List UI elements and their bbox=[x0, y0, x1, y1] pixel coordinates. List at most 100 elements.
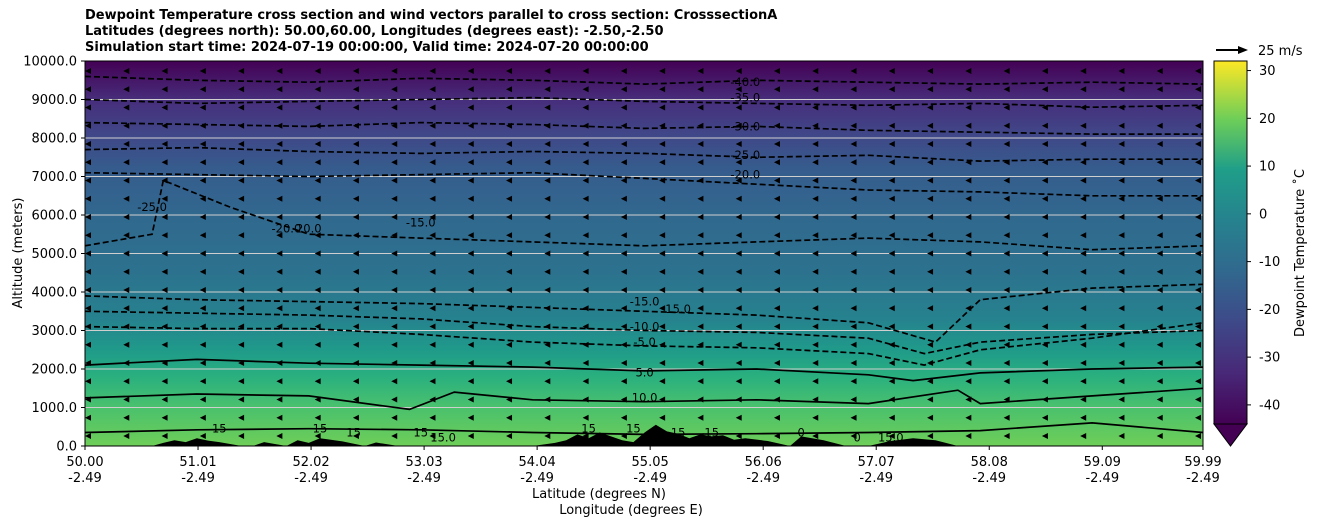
wind-vector bbox=[238, 177, 245, 184]
wind-vector bbox=[467, 195, 474, 202]
wind-vector bbox=[965, 177, 972, 184]
wind-vector bbox=[314, 250, 321, 257]
wind-vector bbox=[1118, 86, 1125, 93]
wind-vector bbox=[773, 177, 780, 184]
wind-vector bbox=[620, 287, 627, 293]
wind-vector bbox=[1003, 214, 1010, 220]
wind-vector bbox=[467, 433, 474, 439]
wind-vector bbox=[850, 159, 857, 166]
contour-line bbox=[85, 387, 1203, 411]
wind-vector bbox=[123, 177, 130, 184]
wind-vector bbox=[1195, 177, 1201, 184]
wind-vector bbox=[927, 268, 934, 275]
wind-vector bbox=[123, 214, 130, 220]
wind-vector bbox=[850, 287, 857, 293]
wind-vector bbox=[927, 378, 934, 385]
wind-vector bbox=[506, 268, 513, 275]
wind-vector bbox=[429, 141, 436, 147]
wind-vector bbox=[506, 104, 513, 111]
wind-vector bbox=[199, 396, 206, 403]
wind-vector bbox=[812, 141, 819, 147]
x-tick-label-latitude: 52.02 bbox=[292, 455, 329, 470]
wind-vector bbox=[429, 195, 436, 202]
wind-vector bbox=[620, 104, 627, 111]
wind-vector bbox=[544, 177, 551, 184]
wind-vector bbox=[850, 232, 857, 239]
wind-vector bbox=[123, 378, 130, 385]
y-tick-label: 0.0 bbox=[56, 440, 77, 455]
wind-vector bbox=[735, 414, 742, 421]
wind-vector bbox=[199, 86, 206, 93]
wind-vector bbox=[850, 141, 857, 147]
wind-vector bbox=[467, 141, 474, 147]
wind-vector bbox=[697, 232, 704, 239]
wind-vector bbox=[123, 414, 130, 421]
wind-vector bbox=[314, 68, 321, 74]
wind-vector bbox=[161, 86, 168, 93]
colorbar-tick-label: 10 bbox=[1259, 160, 1276, 175]
y-tick-label: 5000.0 bbox=[32, 247, 78, 262]
wind-vector bbox=[1195, 396, 1201, 403]
contour-label: 15.0 bbox=[878, 430, 904, 444]
wind-vector bbox=[1156, 122, 1163, 129]
wind-vector bbox=[1080, 268, 1087, 275]
wind-vector bbox=[391, 341, 398, 348]
wind-vector bbox=[352, 341, 359, 348]
wind-vector bbox=[1041, 195, 1048, 202]
wind-vector bbox=[735, 86, 742, 93]
wind-vector bbox=[85, 232, 91, 239]
wind-vector bbox=[391, 305, 398, 312]
wind-vector bbox=[85, 177, 91, 184]
wind-vector bbox=[199, 214, 206, 220]
wind-vector bbox=[544, 232, 551, 239]
wind-vector bbox=[888, 68, 895, 74]
wind-vector bbox=[773, 250, 780, 257]
wind-vector bbox=[1041, 104, 1048, 111]
wind-vector bbox=[352, 214, 359, 220]
wind-vector bbox=[697, 159, 704, 166]
wind-vector bbox=[238, 232, 245, 239]
wind-vector bbox=[697, 268, 704, 275]
wind-vector bbox=[1003, 360, 1010, 366]
wind-vector bbox=[123, 433, 130, 439]
wind-vector bbox=[1195, 268, 1201, 275]
contour-line bbox=[85, 358, 1203, 382]
wind-vector bbox=[927, 232, 934, 239]
wind-vector bbox=[965, 86, 972, 93]
wind-vector bbox=[773, 341, 780, 348]
wind-vector bbox=[1080, 414, 1087, 421]
wind-vector bbox=[965, 122, 972, 129]
wind-vector bbox=[927, 68, 934, 74]
wind-vector bbox=[199, 141, 206, 147]
wind-vector bbox=[161, 287, 168, 293]
wind-vector bbox=[123, 195, 130, 202]
wind-vector bbox=[812, 323, 819, 330]
wind-vector bbox=[812, 104, 819, 111]
wind-vector bbox=[850, 250, 857, 257]
wind-vector bbox=[965, 360, 972, 366]
y-tick-label: 2000.0 bbox=[32, 363, 78, 378]
wind-vector bbox=[314, 177, 321, 184]
wind-vector bbox=[429, 341, 436, 348]
wind-vector bbox=[1003, 250, 1010, 257]
wind-vector bbox=[161, 305, 168, 312]
wind-vector bbox=[1080, 177, 1087, 184]
wind-vector bbox=[1041, 360, 1048, 366]
wind-vector bbox=[352, 433, 359, 439]
wind-vector bbox=[276, 232, 283, 239]
wind-vector bbox=[506, 433, 513, 439]
colorbar-tick-label: -40 bbox=[1259, 398, 1280, 413]
contour-label: 15.0 bbox=[430, 430, 456, 444]
wind-vector bbox=[927, 86, 934, 93]
wind-vector bbox=[276, 250, 283, 257]
wind-vector bbox=[1118, 141, 1125, 147]
wind-vector bbox=[238, 305, 245, 312]
wind-vector bbox=[1195, 86, 1201, 93]
wind-vector bbox=[1195, 68, 1201, 74]
wind-vector bbox=[1195, 195, 1201, 202]
wind-vector bbox=[582, 268, 589, 275]
wind-vector bbox=[773, 268, 780, 275]
wind-vector bbox=[888, 305, 895, 312]
wind-vector bbox=[965, 104, 972, 111]
wind-vector bbox=[735, 250, 742, 257]
